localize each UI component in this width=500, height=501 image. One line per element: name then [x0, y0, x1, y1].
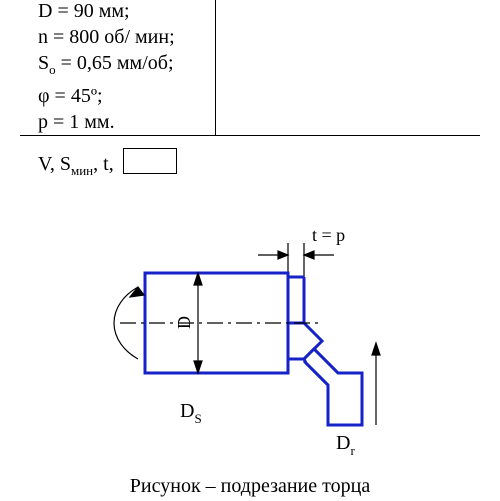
- facing-diagram: t = p: [80, 225, 420, 455]
- label-d: D: [174, 316, 194, 329]
- answer-box: [123, 148, 177, 174]
- param-n: n = 800 об/ мин;: [38, 24, 175, 50]
- label-dr: Dr: [336, 432, 355, 455]
- param-phi: φ = 45º;: [38, 83, 175, 109]
- cutter-tool-fill: [304, 349, 362, 425]
- sep1: ,: [50, 153, 60, 175]
- param-so-suffix: = 0,65 мм/об;: [56, 52, 174, 74]
- feed-arrow: [372, 343, 380, 425]
- answer-s-prefix: S: [60, 153, 71, 175]
- given-parameters: D = 90 мм; n = 800 об/ мин; Sо = 0,65 мм…: [38, 0, 175, 135]
- answer-v: V: [38, 153, 50, 175]
- param-so-prefix: S: [38, 52, 49, 74]
- param-d: D = 90 мм;: [38, 0, 175, 24]
- label-ds: DS: [180, 400, 202, 426]
- param-so: Sо = 0,65 мм/об;: [38, 50, 175, 83]
- sep2: ,: [93, 153, 103, 175]
- answer-s-sub: мин: [71, 163, 93, 178]
- param-p: p = 1 мм.: [38, 109, 175, 135]
- horizontal-divider: [20, 135, 480, 136]
- figure-caption: Рисунок – подрезание торца: [0, 475, 500, 498]
- sep3: ,: [109, 153, 119, 175]
- label-tp: t = p: [312, 225, 345, 245]
- unknowns-line: V, Sмин, t,: [38, 148, 177, 179]
- vertical-divider: [215, 0, 216, 135]
- cutting-edge-zone: [288, 277, 322, 359]
